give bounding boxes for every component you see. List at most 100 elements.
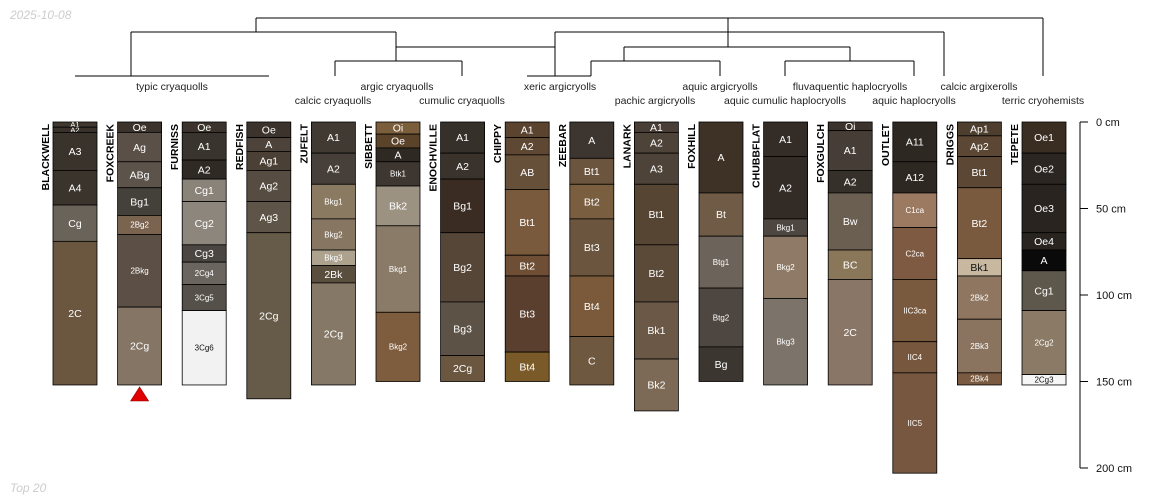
taxon-label: pachic argicryolls bbox=[615, 95, 696, 107]
horizon-block bbox=[310, 282, 356, 386]
horizon-block bbox=[892, 161, 938, 194]
horizon-block bbox=[892, 121, 938, 163]
horizon-block bbox=[375, 225, 421, 313]
horizon-label: A2 bbox=[327, 163, 340, 175]
horizon-label: 2Cg bbox=[259, 310, 278, 322]
taxon-label: cumulic cryaquolls bbox=[419, 95, 505, 107]
horizon-label: Bkg3 bbox=[324, 254, 343, 263]
horizon-label: Cg3 bbox=[195, 248, 214, 260]
horizon-label: Bt1 bbox=[649, 209, 665, 221]
horizon-label: Bg1 bbox=[453, 201, 472, 213]
horizon-block bbox=[246, 232, 292, 400]
profile-name: OUTLET bbox=[880, 123, 892, 166]
profile-name: SIBBETT bbox=[363, 123, 375, 169]
horizon-block bbox=[569, 218, 615, 277]
horizon-block bbox=[181, 131, 227, 161]
horizon-label: 2C bbox=[68, 308, 82, 320]
horizon-label: Bt2 bbox=[584, 196, 600, 208]
horizon-label: Bkg2 bbox=[324, 230, 343, 239]
horizon-label: 2Bk4 bbox=[970, 375, 989, 384]
horizon-block bbox=[440, 121, 486, 154]
taxon-label: terric cryohemists bbox=[1002, 95, 1084, 107]
horizon-block bbox=[892, 372, 938, 474]
horizon-block bbox=[310, 152, 356, 185]
horizon-block bbox=[634, 183, 679, 246]
taxon-label: aquic haplocryolls bbox=[872, 95, 955, 107]
depth-tick-label: 50 cm bbox=[1096, 204, 1126, 216]
horizon-label: Bk1 bbox=[970, 262, 988, 274]
horizon-block bbox=[892, 341, 938, 374]
profile-name: ZEEBAR bbox=[557, 124, 569, 168]
horizon-label: A1 bbox=[779, 134, 792, 146]
profile-name: ZUFELT bbox=[298, 123, 310, 163]
horizon-block bbox=[52, 240, 98, 386]
horizon-label: Bt3 bbox=[519, 309, 535, 321]
profile-name: LANARK bbox=[621, 124, 633, 169]
horizon-label: Bkg2 bbox=[776, 263, 795, 272]
horizon-label: 2Bk3 bbox=[970, 342, 989, 351]
horizon-block bbox=[1021, 183, 1067, 234]
footer-note: Top 20 bbox=[10, 481, 47, 495]
profile-name: FOXCREEK bbox=[105, 124, 117, 183]
horizon-label: A1 bbox=[70, 120, 79, 129]
depth-tick-label: 150 cm bbox=[1096, 377, 1132, 389]
horizon-block bbox=[310, 183, 356, 220]
horizon-label: 3Cg5 bbox=[195, 293, 215, 302]
horizon-label: A2 bbox=[198, 164, 211, 176]
horizon-label: Bg1 bbox=[130, 196, 149, 208]
horizon-block bbox=[1021, 152, 1067, 185]
horizon-label: Bk1 bbox=[647, 325, 665, 337]
taxon-label: argic cryaquolls bbox=[361, 81, 434, 93]
horizon-label: 2Bk2 bbox=[970, 293, 989, 302]
horizon-label: ABg bbox=[130, 169, 150, 181]
horizon-label: Bg3 bbox=[453, 323, 472, 335]
horizon-block bbox=[117, 234, 162, 308]
profile-name: REDFISH bbox=[234, 124, 246, 170]
horizon-label: 2Bg2 bbox=[130, 221, 149, 230]
date-stamp: 2025-10-08 bbox=[10, 8, 72, 22]
horizon-block bbox=[763, 298, 808, 386]
horizon-label: Ag1 bbox=[259, 156, 278, 168]
horizon-label: Bk2 bbox=[647, 380, 665, 392]
horizon-label: 2Cg bbox=[130, 341, 149, 353]
horizon-block bbox=[698, 192, 744, 237]
horizon-label: A12 bbox=[905, 172, 924, 184]
horizon-block bbox=[569, 336, 615, 386]
horizon-block bbox=[1021, 374, 1067, 386]
horizon-label: Bt1 bbox=[972, 167, 988, 179]
profile-name: CHIPPY bbox=[492, 124, 504, 163]
horizon-label: Bt2 bbox=[519, 260, 535, 272]
horizon-label: 2C bbox=[843, 327, 857, 339]
horizon-label: Bw bbox=[843, 216, 858, 228]
horizon-label: Bt1 bbox=[519, 217, 535, 229]
horizon-label: Oe bbox=[197, 122, 211, 134]
horizon-block bbox=[440, 301, 486, 356]
marker-triangle bbox=[130, 386, 150, 402]
profile-foxcreek: Oe Ag ABg Bg1 2Bg2 2Bkg 2Cg FOXCREEK bbox=[105, 121, 162, 402]
horizon-block bbox=[827, 130, 873, 171]
horizon-label: A1 bbox=[650, 122, 663, 134]
horizon-block bbox=[504, 275, 550, 353]
horizon-label: 2Cg3 bbox=[1034, 376, 1054, 385]
profile-chippy: A1 A2 AB Bt1 Bt2 Bt3 Bt4 CHIPPY bbox=[492, 121, 550, 382]
horizon-label: 3Cg6 bbox=[195, 344, 215, 353]
profile-enochville: A1 A2 Bg1 Bg2 Bg3 2Cg ENOCHVILLE bbox=[428, 121, 486, 382]
horizon-block bbox=[827, 279, 873, 386]
depth-tick-label: 100 cm bbox=[1096, 290, 1132, 302]
horizon-block bbox=[698, 287, 744, 348]
horizon-label: Bt1 bbox=[584, 166, 600, 178]
profile-driggs: Ap1 Ap2 Bt1 Bt2 Bk1 2Bk2 2Bk3 2Bk4 DRIGGS bbox=[944, 121, 1002, 386]
profile-name: DRIGGS bbox=[944, 124, 956, 165]
horizon-label: Bt3 bbox=[584, 242, 600, 254]
horizon-block bbox=[634, 301, 679, 360]
horizon-label: Oi bbox=[845, 121, 856, 133]
horizon-block bbox=[957, 187, 1002, 260]
horizon-label: Ap2 bbox=[970, 141, 989, 153]
horizon-label: A bbox=[717, 152, 724, 164]
horizon-label: C1ca bbox=[905, 206, 924, 215]
horizon-label: Bkg1 bbox=[389, 265, 408, 274]
horizon-block bbox=[440, 232, 486, 303]
